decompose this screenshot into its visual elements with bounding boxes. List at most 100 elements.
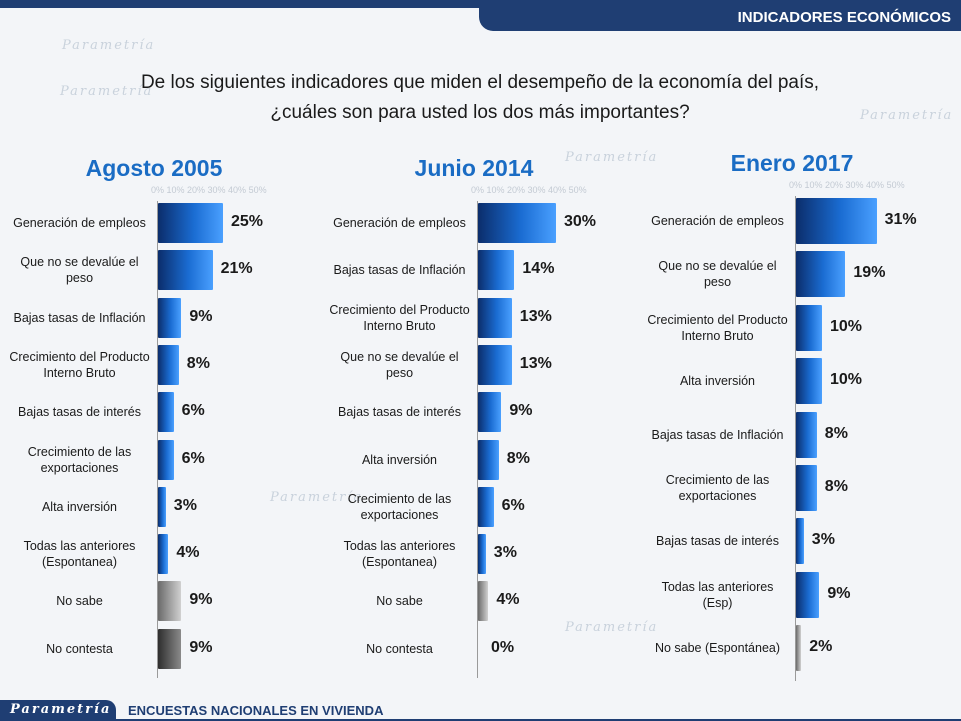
bar [158, 581, 182, 622]
category-label: Alta inversión [679, 374, 756, 389]
value-label: 13% [519, 307, 552, 325]
category-label: No sabe (Espontánea) [654, 641, 781, 656]
category-label: Todas las anteriores (Espontanea) [343, 539, 456, 570]
category-label: Todas las anteriores (Esp) [661, 579, 774, 610]
bar [796, 358, 822, 405]
value-label: 9% [189, 591, 213, 609]
category-label: Bajas tasas de Inflación [651, 427, 784, 442]
value-label: 14% [522, 260, 555, 278]
bar [158, 344, 179, 385]
bar [478, 203, 556, 243]
value-label: 6% [181, 449, 205, 467]
value-label: 9% [189, 638, 213, 656]
category-label: Crecimiento de las exportaciones [27, 444, 132, 475]
category-label: Generación de empleos [13, 216, 146, 230]
chart-title: Junio 2014 [414, 155, 534, 181]
value-label: 6% [181, 402, 205, 420]
category-label: Crecimiento del Producto Interno Bruto [647, 312, 788, 343]
footer [0, 696, 961, 721]
question-line-2: ¿cuáles son para usted los dos más impor… [270, 102, 690, 123]
value-label: 9% [509, 402, 533, 420]
value-label: 31% [884, 211, 917, 228]
footer-line [116, 719, 961, 721]
value-label: 9% [827, 584, 851, 602]
value-label: 0% [491, 638, 515, 656]
question-line-1: De los siguientes indicadores que miden … [140, 72, 820, 93]
category-label: Bajas tasas de interés [338, 405, 461, 420]
category-label: No contesta [366, 641, 433, 656]
bar [796, 198, 877, 244]
value-label: 25% [231, 213, 264, 230]
category-label: Generación de empleos [651, 214, 784, 228]
bar [158, 439, 174, 480]
chart-axis [157, 201, 158, 678]
value-label: 8% [506, 449, 530, 467]
value-label: 9% [189, 307, 213, 325]
bar [478, 486, 494, 527]
value-label: 8% [824, 424, 848, 442]
bar [478, 392, 502, 433]
footer-logo-text: Parametría [10, 702, 112, 717]
axis-tick-labels: 0% 10% 20% 30% 40% 50% [471, 185, 587, 195]
bar [796, 625, 802, 672]
category-label: Generación de empleos [333, 216, 466, 230]
watermark-text: Parametría [60, 84, 154, 99]
category-label: Crecimiento de las exportaciones [665, 473, 770, 503]
category-label: Crecimiento de las exportaciones [347, 491, 452, 522]
header-banner: INDICADORES ECONÓMICOS [479, 4, 961, 31]
category-label: Alta inversión [361, 452, 438, 467]
axis-tick-labels: 0% 10% 20% 30% 40% 50% [151, 185, 267, 195]
footer-logo: Parametría [0, 700, 116, 721]
question-text: De los siguientes indicadores que miden … [90, 68, 870, 128]
value-label: 3% [173, 496, 197, 514]
watermark-text: Parametría [62, 38, 156, 53]
bar [478, 297, 512, 338]
category-label: Que no se devalúe el peso [340, 349, 459, 380]
chart-title: Agosto 2005 [85, 155, 223, 181]
value-label: 4% [176, 544, 200, 562]
value-label: 10% [830, 371, 863, 389]
bar [158, 534, 169, 575]
axis-tick-labels: 0% 10% 20% 30% 40% 50% [789, 180, 905, 190]
category-label: Crecimiento del Producto Interno Bruto [329, 302, 470, 333]
bar [158, 392, 174, 433]
value-label: 3% [811, 531, 835, 549]
bar [796, 518, 804, 565]
value-label: 3% [493, 544, 517, 562]
value-label: 4% [496, 591, 520, 609]
chart-axis [795, 196, 796, 681]
bar [478, 534, 486, 575]
watermark-text: Parametría [860, 108, 954, 123]
category-label: No sabe [56, 594, 103, 609]
watermark-text: Parametría [270, 490, 364, 505]
bar [478, 439, 499, 480]
bar [796, 571, 820, 618]
bar [796, 411, 817, 458]
value-label: 21% [220, 260, 253, 278]
bar [478, 581, 489, 622]
value-label: 10% [830, 317, 863, 335]
value-label: 8% [186, 354, 210, 372]
category-label: No contesta [46, 641, 113, 656]
bar [796, 251, 846, 298]
category-label: Que no se devalúe el peso [658, 259, 777, 290]
bar [158, 486, 166, 527]
header-title: INDICADORES ECONÓMICOS [737, 9, 951, 26]
category-label: Bajas tasas de Inflación [333, 263, 466, 278]
value-label: 8% [824, 478, 848, 495]
value-label: 2% [809, 638, 833, 656]
category-label: No sabe [376, 594, 423, 609]
bar [478, 344, 512, 385]
bar [158, 250, 213, 291]
bar [796, 304, 822, 351]
category-label: Alta inversión [41, 499, 118, 514]
category-label: Crecimiento del Producto Interno Bruto [9, 349, 150, 380]
bar [158, 203, 223, 243]
category-label: Que no se devalúe el peso [20, 255, 139, 286]
watermark-text: Parametría [565, 620, 659, 635]
value-label: 13% [519, 354, 552, 372]
category-label: Todas las anteriores (Espontanea) [23, 539, 136, 570]
watermark-text: Parametría [565, 150, 659, 165]
chart-axis [477, 201, 478, 678]
value-label: 30% [564, 213, 597, 230]
